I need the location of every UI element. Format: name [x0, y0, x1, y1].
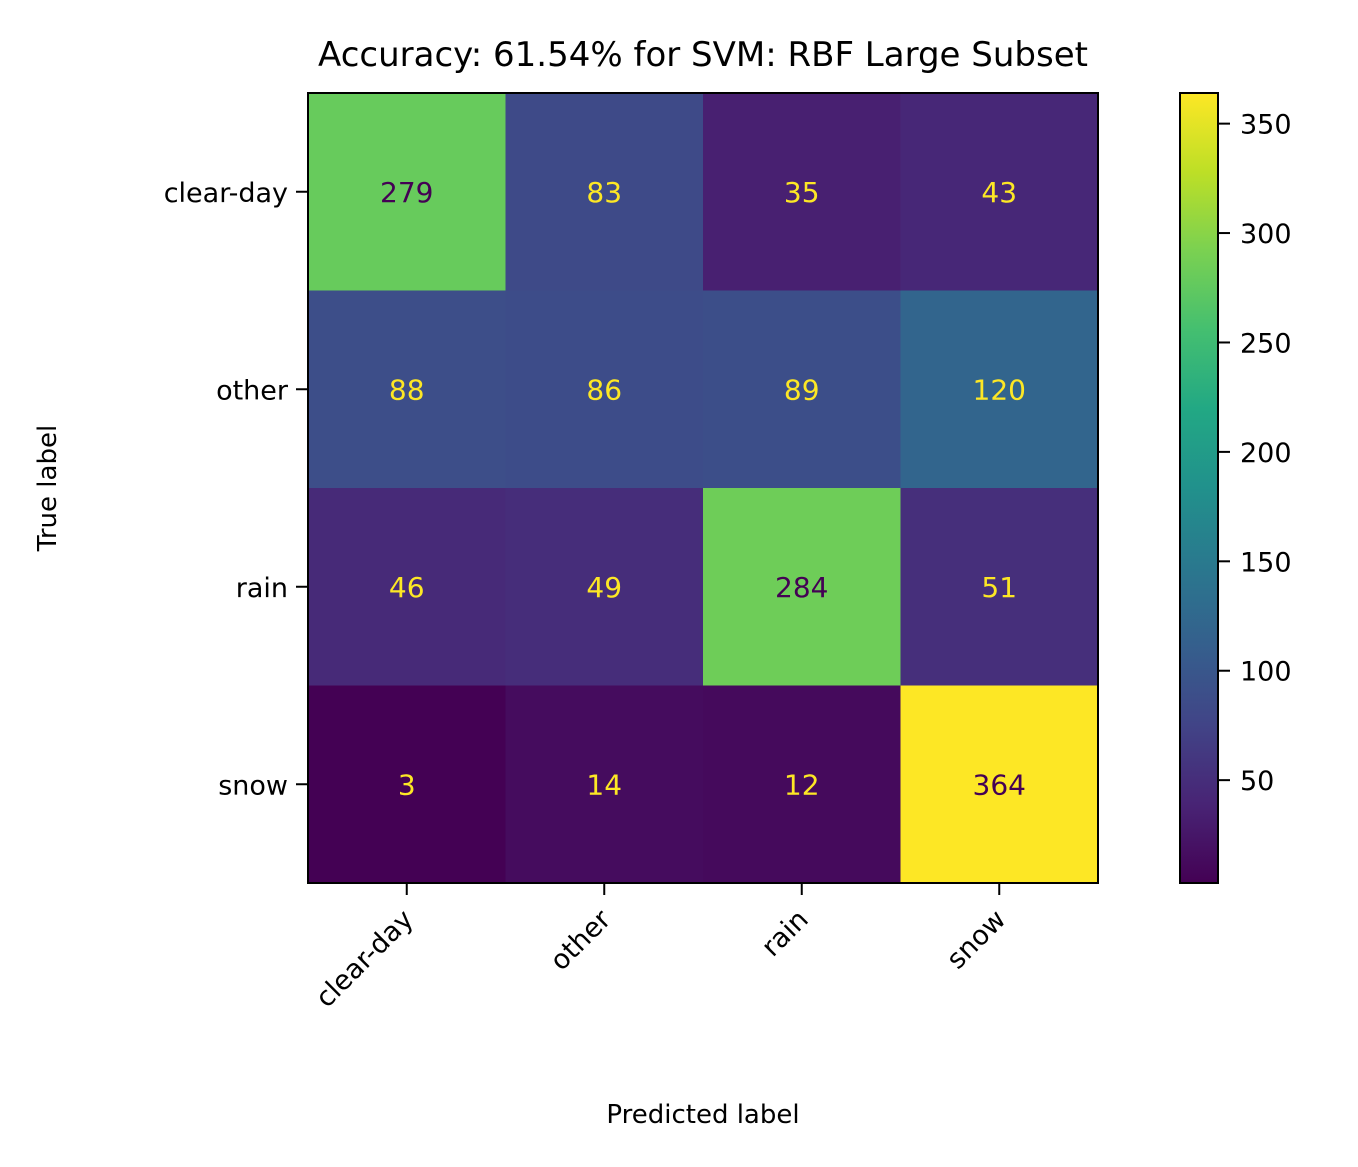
- heatmap-cell: [308, 290, 506, 489]
- y-tick-label: other: [216, 375, 289, 406]
- y-tick-label: snow: [218, 770, 288, 801]
- colorbar-tick-label: 350: [1240, 110, 1292, 141]
- colorbar: 50 100 150 200 250 300 350: [1179, 92, 1292, 884]
- heatmap-cell: [505, 488, 704, 686]
- colorbar-tick-label: 100: [1240, 657, 1292, 688]
- heatmap-cell: [703, 685, 901, 884]
- heatmap-cell: [900, 488, 1099, 686]
- x-tick-label: rain: [756, 904, 815, 963]
- colorbar-tick-label: 250: [1240, 328, 1292, 359]
- heatmap-cell: [505, 290, 704, 489]
- x-tick-label: other: [544, 903, 617, 976]
- heatmap-cell: [505, 93, 704, 291]
- colorbar-tick-label: 300: [1240, 219, 1292, 250]
- heatmap-cell: [900, 685, 1099, 884]
- heatmap-cell: [900, 93, 1099, 291]
- heatmap-cell: [703, 93, 901, 291]
- x-axis-label: Predicted label: [606, 1100, 799, 1130]
- cell-value-label: 120: [973, 373, 1026, 406]
- y-axis-ticks: clear-day other rain snow: [164, 178, 308, 801]
- heatmap-cell: [703, 290, 901, 489]
- heatmap-cell: [703, 488, 901, 686]
- cell-value-label: 86: [586, 373, 622, 406]
- x-tick-label: snow: [941, 904, 1012, 975]
- heatmap-cell: [900, 290, 1099, 489]
- y-tick-label: clear-day: [164, 178, 288, 209]
- cell-value-label: 46: [389, 571, 425, 604]
- heatmap-cell: [308, 93, 506, 291]
- cell-value-label: 83: [586, 176, 622, 209]
- cell-value-label: 3: [398, 768, 416, 801]
- plot-frame: [307, 92, 1099, 884]
- colorbar-tick-label: 200: [1240, 438, 1292, 469]
- heatmap-cells: [308, 93, 1099, 884]
- x-axis-ticks: clear-day other rain snow: [310, 883, 1012, 1014]
- cell-value-label: 88: [389, 373, 425, 406]
- heatmap-cell: [308, 488, 506, 686]
- y-tick-label: rain: [236, 573, 288, 604]
- y-axis-label: True label: [33, 425, 63, 552]
- heatmap-cell: [308, 685, 506, 884]
- colorbar-tick-label: 50: [1240, 766, 1274, 797]
- cell-value-label: 279: [380, 176, 433, 209]
- colorbar-gradient: [1179, 92, 1219, 884]
- cell-value-label: 89: [784, 373, 820, 406]
- cell-value-label: 51: [981, 571, 1017, 604]
- colorbar-ticks: 50 100 150 200 250 300 350: [1218, 110, 1292, 797]
- chart-title: Accuracy: 61.54% for SVM: RBF Large Subs…: [318, 35, 1088, 75]
- cell-value-label: 14: [586, 768, 622, 801]
- heatmap-cell: [505, 685, 704, 884]
- cell-value-label: 35: [784, 176, 820, 209]
- heatmap-cell-labels: 279 83 35 43 88 86 89 120 46 49 284 51 3 14 12 364: [380, 176, 1026, 802]
- cell-value-label: 284: [775, 571, 828, 604]
- cell-value-label: 12: [784, 768, 820, 801]
- cell-value-label: 49: [586, 571, 622, 604]
- cell-value-label: 43: [981, 176, 1017, 209]
- cell-value-label: 364: [973, 768, 1026, 801]
- x-tick-label: clear-day: [310, 904, 420, 1014]
- colorbar-tick-label: 150: [1240, 547, 1292, 578]
